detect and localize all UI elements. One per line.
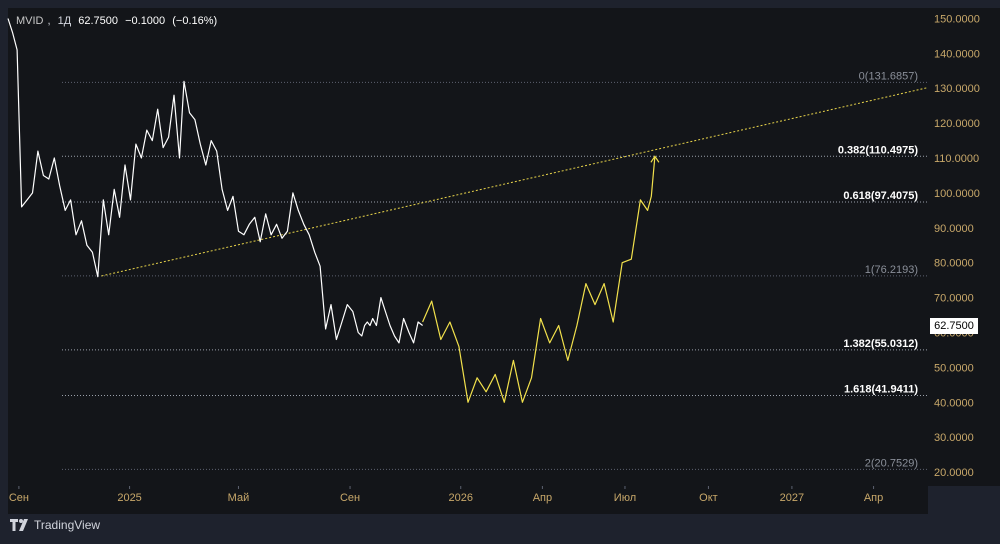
projection-arrow-icon xyxy=(650,155,660,163)
fib-label-6: 2(20.7529) xyxy=(865,457,918,469)
interval[interactable]: 1Д xyxy=(57,15,72,27)
y-tick-label: 20.0000 xyxy=(934,467,974,479)
symbol-header: MVID, 1Д 62.7500 −0.1000 (−0.16%) xyxy=(16,15,221,27)
y-tick-label: 140.0000 xyxy=(934,48,980,60)
price-change-pct: (−0.16%) xyxy=(172,15,218,27)
y-tick-label: 130.0000 xyxy=(934,83,980,95)
x-tick-label: Сен xyxy=(340,492,360,504)
y-tick-label: 110.0000 xyxy=(934,153,979,165)
last-price: 62.7500 xyxy=(78,15,119,27)
x-tick-label: Апр xyxy=(864,492,883,504)
projection-series xyxy=(422,156,656,403)
y-tick-label: 80.0000 xyxy=(934,258,974,270)
y-tick-label: 150.0000 xyxy=(934,13,980,25)
x-tick-label: Сен xyxy=(9,492,29,504)
fib-label-1: 0.382(110.4975) xyxy=(838,144,918,156)
brand-name: TradingView xyxy=(34,518,101,532)
y-tick-label: 50.0000 xyxy=(934,362,974,374)
last-price-tag: 62.7500 xyxy=(930,318,978,334)
x-tick-label: Окт xyxy=(699,492,718,504)
price-series xyxy=(7,18,423,344)
fib-label-0: 0(131.6857) xyxy=(859,70,918,82)
x-tick-label: Май xyxy=(228,492,250,504)
x-tick-label: 2027 xyxy=(780,492,804,504)
x-tick-label: 2026 xyxy=(448,492,472,504)
fib-label-3: 1(76.2193) xyxy=(865,264,918,276)
y-tick-label: 90.0000 xyxy=(934,223,974,235)
symbol-name[interactable]: MVID xyxy=(16,15,44,27)
y-tick-label: 30.0000 xyxy=(934,432,974,444)
trendline xyxy=(101,87,929,277)
y-tick-label: 100.0000 xyxy=(934,188,980,200)
symbol-sep: , xyxy=(47,15,51,27)
fib-label-4: 1.382(55.0312) xyxy=(843,338,918,350)
plot-area[interactable] xyxy=(8,8,928,486)
y-tick-label: 120.0000 xyxy=(934,118,980,130)
x-tick-label: Июл xyxy=(614,492,636,504)
y-tick-label: 40.0000 xyxy=(934,397,974,409)
y-tick-label: 70.0000 xyxy=(934,293,974,305)
x-tick-label: Апр xyxy=(533,492,552,504)
time-axis[interactable] xyxy=(8,486,928,514)
footer-brand[interactable]: TradingView xyxy=(10,518,100,532)
price-axis[interactable] xyxy=(928,8,1000,486)
fib-label-2: 0.618(97.4075) xyxy=(843,190,918,202)
price-change: −0.1000 xyxy=(125,15,166,27)
tv-logo-icon xyxy=(10,519,28,531)
x-tick-label: 2025 xyxy=(117,492,141,504)
fib-label-5: 1.618(41.9411) xyxy=(844,383,918,395)
